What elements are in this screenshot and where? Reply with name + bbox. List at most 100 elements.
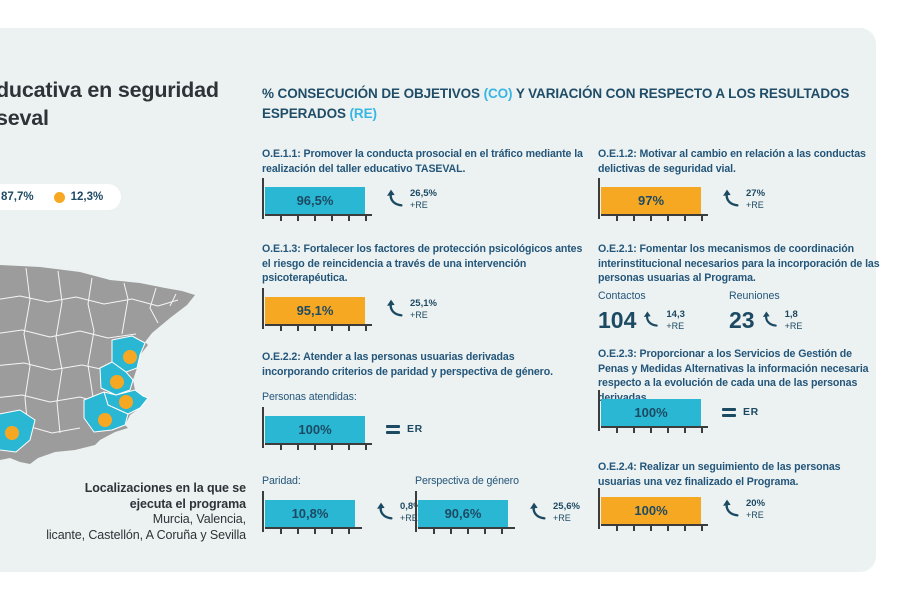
legend-value-orange: 12,3% xyxy=(70,191,104,203)
objective-oe23-title: O.E.2.3: Proporcionar a los Servicios de… xyxy=(598,348,869,404)
genero-bar-value: 90,6% xyxy=(444,506,482,521)
caption-line3: Murcia, Valencia, xyxy=(152,512,246,526)
oe24-bar-value: 100% xyxy=(634,503,668,518)
map-legend: 87,7% 12,3% xyxy=(0,184,122,210)
objective-oe22-title: O.E.2.2: Atender a las personas usuarias… xyxy=(262,351,553,378)
curved-arrow-icon xyxy=(387,299,403,317)
stat-reuniones-delta: 1,8 xyxy=(784,309,798,320)
oe24-chart: 100% 20% +RE xyxy=(598,488,765,531)
genero-bar: 90,6% xyxy=(418,500,508,527)
oe12-bar-value: 97% xyxy=(637,193,665,208)
location-dot-murcia xyxy=(98,413,112,427)
oe11-chart: 96,5% 26,5% +RE xyxy=(262,178,437,221)
oe23-bar-value: 100% xyxy=(634,405,668,420)
y-axis xyxy=(262,178,264,219)
orange-dot-icon xyxy=(53,191,65,203)
program-title-line1: ducativa en seguridad xyxy=(0,78,219,102)
oe23-bar: 100% xyxy=(601,399,701,426)
oe23-chart: 100% ER xyxy=(598,390,759,433)
curved-arrow-icon xyxy=(762,311,777,327)
curved-arrow-icon xyxy=(723,189,739,207)
oe22-bar: 100% xyxy=(265,416,365,443)
y-axis xyxy=(598,488,600,529)
equals-icon xyxy=(386,424,400,434)
stat-contactos-ref: +RE xyxy=(666,320,685,331)
oe22-equals: ER xyxy=(386,423,423,435)
oe12-delta-ref: +RE xyxy=(746,199,764,210)
objective-oe12-title: O.E.1.2: Motivar al cambio en relación a… xyxy=(598,148,866,175)
oe12-variation: 27% +RE xyxy=(721,188,765,211)
curved-arrow-icon xyxy=(723,499,739,517)
oe22-chart: 100% ER xyxy=(262,407,423,450)
legend-item-teal: 87,7% xyxy=(0,191,34,203)
section-title: % CONSECUCIÓN DE OBJETIVOS (CO) Y VARIAC… xyxy=(262,84,870,125)
oe22-equals-label: ER xyxy=(407,423,423,435)
genero-variation: 25,6% +RE xyxy=(528,501,580,524)
y-axis xyxy=(415,491,417,532)
objective-oe21-title: O.E.2.1: Fomentar los mecanismos de coor… xyxy=(598,243,880,285)
oe13-delta-value: 25,1% xyxy=(410,298,437,309)
paridad-variation: 0,8% +RE xyxy=(375,501,422,524)
paridad-bar: 10,8% xyxy=(265,500,355,527)
caption-line4: licante, Castellón, A Coruña y Sevilla xyxy=(46,527,246,542)
genero-plot: 90,6% xyxy=(415,491,515,534)
stat-reuniones: Reuniones 23 1,8 +RE xyxy=(729,290,830,332)
oe13-bar: 95,1% xyxy=(265,297,365,324)
curved-arrow-icon xyxy=(644,311,659,327)
section-title-re: (RE) xyxy=(349,106,377,122)
oe11-bar: 96,5% xyxy=(265,187,365,214)
paridad-chart: 10,8% 0,8% +RE xyxy=(262,491,422,534)
oe24-delta-value: 20% xyxy=(746,498,766,509)
y-axis xyxy=(262,288,264,329)
caption-bold-line2: ejecuta el programa xyxy=(129,496,246,511)
oe13-variation: 25,1% +RE xyxy=(385,298,437,321)
map-land xyxy=(0,265,195,464)
stat-reuniones-value: 23 xyxy=(729,307,755,333)
x-axis xyxy=(265,214,372,221)
location-dot-castellon xyxy=(123,350,137,364)
stat-contactos: Contactos 104 14,3 +RE xyxy=(598,290,699,332)
x-axis xyxy=(265,527,362,534)
stat-contactos-row: 104 14,3 +RE xyxy=(598,309,699,332)
stat-contactos-delta: 14,3 xyxy=(666,309,685,320)
province-borders xyxy=(0,267,179,434)
equals-icon xyxy=(722,407,736,417)
stat-reuniones-label: Reuniones xyxy=(729,290,780,302)
genero-label: Perspectiva de género xyxy=(415,475,519,487)
program-title: ducativa en seguridad seval xyxy=(0,76,219,133)
section-title-co: (CO) xyxy=(483,86,513,101)
oe11-delta-ref: +RE xyxy=(410,199,428,210)
stat-contactos-label: Contactos xyxy=(598,290,646,302)
oe13-delta-ref: +RE xyxy=(410,309,428,320)
oe13-plot: 95,1% xyxy=(262,288,372,331)
legend-value-teal: 87,7% xyxy=(1,191,34,203)
oe13-bar-value: 95,1% xyxy=(296,303,334,318)
legend-item-orange: 12,3% xyxy=(53,191,104,203)
stat-reuniones-row: 23 1,8 +RE xyxy=(729,309,830,332)
x-axis xyxy=(265,443,372,450)
x-axis xyxy=(265,324,372,331)
oe23-equals-label: ER xyxy=(743,406,759,418)
oe21-stats: Contactos 104 14,3 +RE Reuniones 23 1,8 +R… xyxy=(598,290,830,332)
oe23-plot: 100% xyxy=(598,390,708,433)
genero-delta-ref: +RE xyxy=(553,512,571,523)
oe12-plot: 97% xyxy=(598,178,708,221)
curved-arrow-icon xyxy=(387,189,403,207)
oe12-chart: 97% 27% +RE xyxy=(598,178,765,221)
oe23-equals: ER xyxy=(722,406,759,418)
oe11-plot: 96,5% xyxy=(262,178,372,221)
oe22-bar-value: 100% xyxy=(298,422,332,437)
x-axis xyxy=(418,527,515,534)
curved-arrow-icon xyxy=(530,502,546,520)
section-title-part2: Y VARIACIÓN CON RESPECTO A LOS RESULTADO… xyxy=(262,86,850,122)
oe11-bar-value: 96,5% xyxy=(296,193,334,208)
paridad-plot: 10,8% xyxy=(262,491,362,534)
y-axis xyxy=(598,178,600,219)
oe11-delta-value: 26,5% xyxy=(410,188,437,199)
y-axis xyxy=(598,390,600,431)
paridad-delta-value: 0,8% xyxy=(400,501,422,512)
caption-bold-line1: Localizaciones en la que se xyxy=(84,481,246,495)
oe24-delta-ref: +RE xyxy=(746,509,764,520)
stat-reuniones-ref: +RE xyxy=(784,320,803,331)
